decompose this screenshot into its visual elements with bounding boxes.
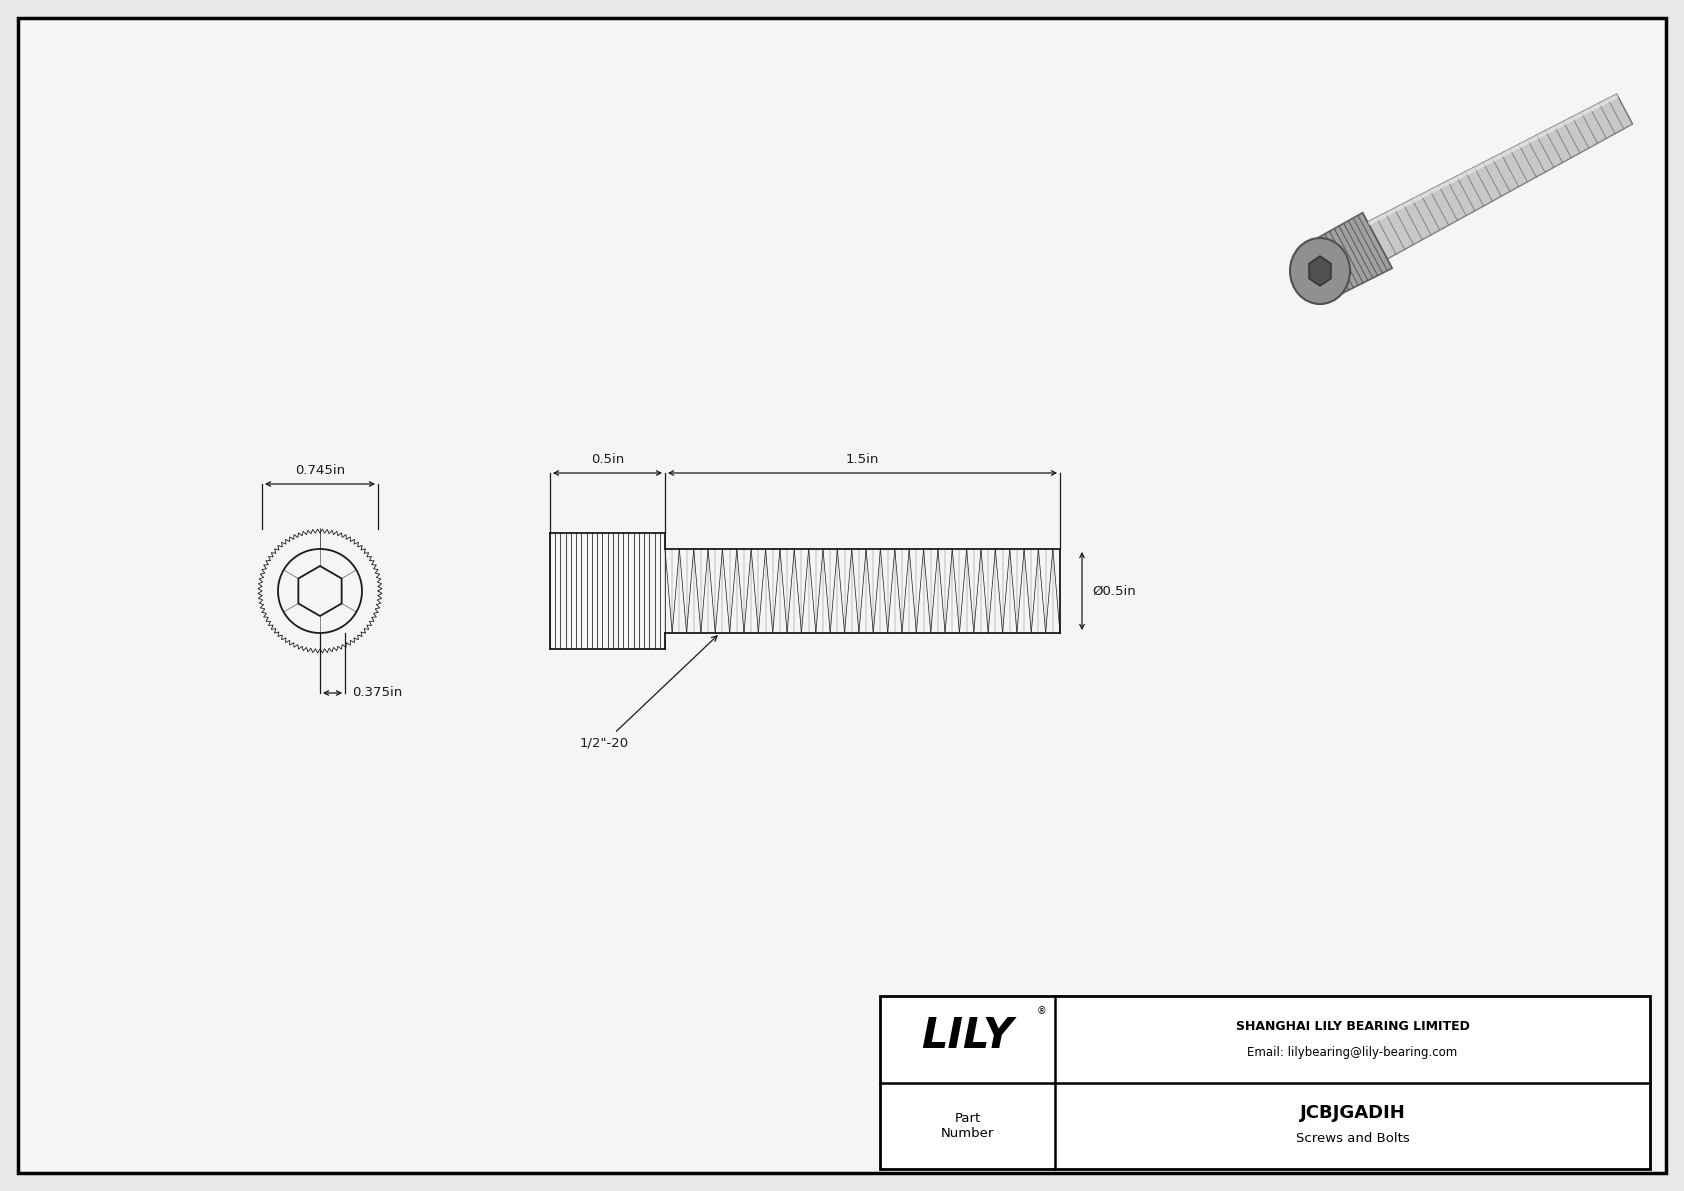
Text: 1/2"-20: 1/2"-20 [579,636,717,749]
Polygon shape [1367,94,1618,225]
Polygon shape [1367,94,1632,258]
Text: 1.5in: 1.5in [845,453,879,466]
Text: 0.375in: 0.375in [352,686,402,699]
Ellipse shape [1290,238,1351,304]
Text: SHANGHAI LILY BEARING LIMITED: SHANGHAI LILY BEARING LIMITED [1236,1019,1470,1033]
Text: JCBJGADIH: JCBJGADIH [1300,1104,1406,1122]
Text: Ø0.5in: Ø0.5in [1091,585,1135,598]
Text: LILY: LILY [921,1015,1014,1058]
Polygon shape [1305,213,1393,298]
Polygon shape [1308,256,1330,286]
Text: ®: ® [1036,1006,1046,1016]
Text: Email: lilybearing@lily-bearing.com: Email: lilybearing@lily-bearing.com [1248,1046,1458,1059]
Text: 0.5in: 0.5in [591,453,625,466]
Text: Part
Number: Part Number [941,1111,994,1140]
Text: 0.745in: 0.745in [295,464,345,478]
Bar [881,996,1650,1170]
Text: Screws and Bolts: Screws and Bolts [1295,1133,1410,1146]
